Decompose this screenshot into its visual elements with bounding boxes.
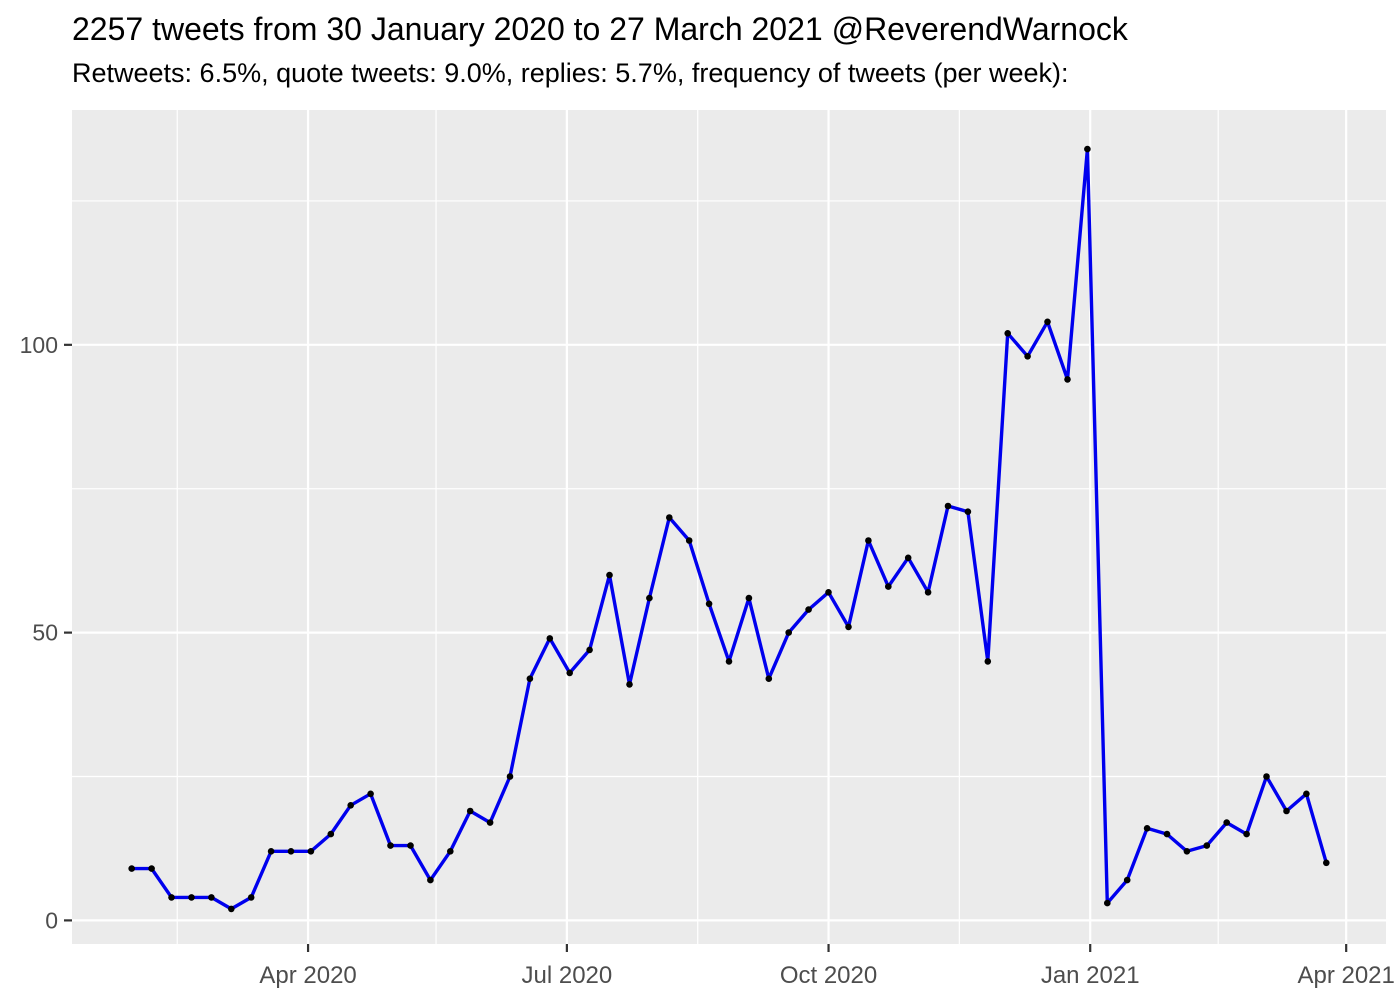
data-point	[1283, 807, 1290, 815]
data-point	[128, 865, 135, 872]
data-point	[506, 773, 514, 780]
data-point	[267, 848, 275, 855]
data-point	[785, 629, 792, 636]
data-point	[1163, 830, 1171, 838]
data-point	[486, 819, 494, 826]
data-point	[626, 681, 633, 688]
x-tick-label: Jan 2021	[1041, 962, 1140, 989]
data-point	[1263, 773, 1270, 780]
data-point	[367, 790, 374, 798]
data-point	[228, 905, 235, 913]
data-point	[1323, 859, 1330, 867]
data-point	[1044, 318, 1051, 326]
data-point	[1004, 330, 1011, 337]
data-point	[586, 646, 593, 654]
data-point	[1123, 876, 1131, 884]
x-tick-label: Apr 2021	[1297, 962, 1394, 989]
data-point	[546, 635, 554, 642]
x-tick-label: Oct 2020	[780, 962, 877, 989]
data-point	[466, 807, 474, 815]
data-point	[407, 842, 414, 849]
y-tick-label: 0	[45, 907, 58, 933]
data-point	[1024, 353, 1031, 360]
data-point	[327, 830, 335, 838]
data-point	[705, 600, 713, 608]
data-point	[148, 865, 155, 872]
data-point	[1183, 848, 1191, 855]
data-point	[526, 675, 534, 682]
data-point	[646, 594, 653, 602]
data-point	[685, 537, 693, 544]
data-point	[168, 894, 175, 901]
data-point	[1223, 819, 1230, 826]
data-point	[447, 848, 454, 855]
data-point	[1104, 899, 1111, 907]
data-point	[765, 675, 773, 682]
data-point	[247, 894, 255, 901]
data-point	[805, 606, 812, 613]
data-point	[347, 802, 355, 809]
data-point	[1203, 842, 1211, 849]
data-point	[1084, 145, 1091, 153]
data-point	[944, 502, 952, 510]
chart-subtitle: Retweets: 6.5%, quote tweets: 9.0%, repl…	[72, 58, 1069, 88]
chart-panel	[72, 110, 1386, 944]
data-point	[188, 894, 195, 901]
data-point	[745, 594, 753, 602]
data-point	[606, 571, 613, 579]
data-point	[566, 669, 573, 677]
data-point	[287, 848, 295, 855]
data-point	[427, 876, 434, 884]
data-point	[924, 589, 932, 596]
data-point	[865, 537, 872, 544]
y-tick-label: 50	[32, 620, 58, 646]
chart-title: 2257 tweets from 30 January 2020 to 27 M…	[72, 11, 1128, 47]
data-point	[725, 658, 733, 665]
data-point	[984, 658, 992, 665]
data-point	[885, 583, 892, 590]
data-point	[208, 894, 215, 901]
data-point	[825, 589, 832, 596]
data-point	[964, 508, 972, 515]
data-point	[1303, 790, 1310, 798]
data-point	[307, 848, 315, 855]
data-point	[1143, 825, 1151, 832]
data-point	[845, 623, 852, 631]
data-point	[1243, 830, 1250, 838]
x-tick-label: Apr 2020	[259, 962, 356, 989]
y-tick-label: 100	[20, 332, 58, 358]
x-tick-label: Jul 2020	[522, 962, 613, 989]
data-point	[666, 514, 673, 521]
data-point	[387, 842, 394, 849]
data-point	[1064, 376, 1071, 383]
data-point	[904, 554, 912, 562]
